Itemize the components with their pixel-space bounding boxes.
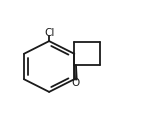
Text: Cl: Cl (44, 28, 54, 38)
Text: O: O (72, 78, 80, 88)
